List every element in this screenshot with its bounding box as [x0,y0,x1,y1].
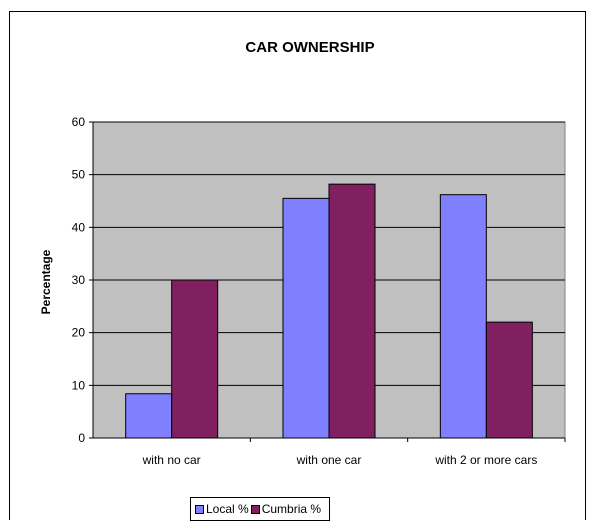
legend-item-cumbria: Cumbria % [250,502,322,516]
y-axis-label: Percentage [39,249,53,314]
y-tick-label: 30 [72,273,86,287]
legend-swatch-local [195,504,204,514]
chart-frame: CAR OWNERSHIP Percentage 0 10 20 30 40 50 60 wi… [9,11,586,521]
x-tick-label: with 2 or more cars [434,453,537,467]
y-tick-label: 60 [72,115,86,129]
x-tick-label: with no car [142,453,201,467]
y-tick-label: 40 [72,220,86,234]
bar-cumbria [171,279,219,439]
bar-chart: CAR OWNERSHIP Percentage 0 10 20 30 40 50 60 wi… [39,39,566,467]
legend: Local % Cumbria % [190,497,331,521]
x-tick-label: with one car [296,453,362,467]
legend-swatch-cumbria [250,504,260,514]
y-tick-label: 10 [72,378,86,392]
bar-local [125,393,173,439]
plot-area: 0 10 20 30 40 50 60 with no car with one car with… [72,115,566,467]
bar-cumbria [485,321,533,439]
y-tick-label: 0 [78,431,85,445]
legend-label-cumbria: Cumbria % [261,502,322,516]
bar-local [282,197,330,439]
legend-label-local: Local % [206,502,249,516]
bar-cumbria [328,183,376,439]
y-tick-label: 20 [72,326,86,340]
legend-item-local: Local % [195,502,249,516]
bar-local [439,194,487,439]
chart-title: CAR OWNERSHIP [245,39,374,56]
y-tick-label: 50 [72,168,86,182]
